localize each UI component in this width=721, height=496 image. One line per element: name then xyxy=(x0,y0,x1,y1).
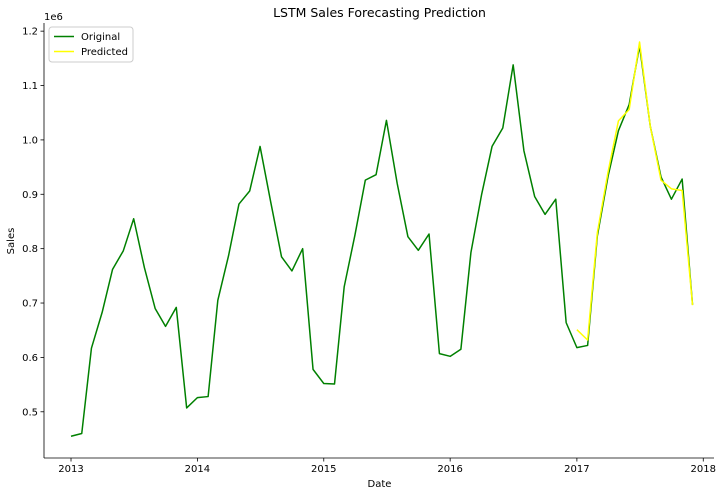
y-axis-offset-label: 1e6 xyxy=(44,12,63,23)
y-tick-label: 0.6 xyxy=(22,353,38,364)
axes xyxy=(43,23,714,459)
y-axis-label: Sales xyxy=(6,228,17,255)
x-tick-label: 2018 xyxy=(691,464,716,475)
y-tick-label: 0.5 xyxy=(22,407,38,418)
x-tick-label: 2015 xyxy=(311,464,336,475)
y-tick-label: 1.2 xyxy=(22,27,38,38)
chart-title: LSTM Sales Forecasting Prediction xyxy=(273,5,486,20)
legend-label-predicted: Predicted xyxy=(81,47,128,58)
series-line-predicted xyxy=(576,41,694,341)
plot-lines xyxy=(70,41,694,437)
legend-label-original: Original xyxy=(81,32,120,43)
y-tick-label: 0.7 xyxy=(22,299,38,310)
x-tick-label: 2014 xyxy=(185,464,210,475)
legend: Original Predicted xyxy=(48,26,134,63)
x-tick-label: 2013 xyxy=(58,464,83,475)
x-axis-ticks: 2013 2014 2015 2016 2017 2018 xyxy=(58,458,716,475)
x-axis-label: Date xyxy=(368,479,392,490)
x-tick-label: 2017 xyxy=(564,464,589,475)
y-axis-ticks: 0.5 0.6 0.7 0.8 0.9 1.0 1.1 1.2 xyxy=(22,27,44,418)
x-tick-label: 2016 xyxy=(437,464,462,475)
y-tick-label: 1.1 xyxy=(22,81,38,92)
y-tick-label: 0.9 xyxy=(22,190,38,201)
y-tick-label: 1.0 xyxy=(22,135,38,146)
y-tick-label: 0.8 xyxy=(22,244,38,255)
